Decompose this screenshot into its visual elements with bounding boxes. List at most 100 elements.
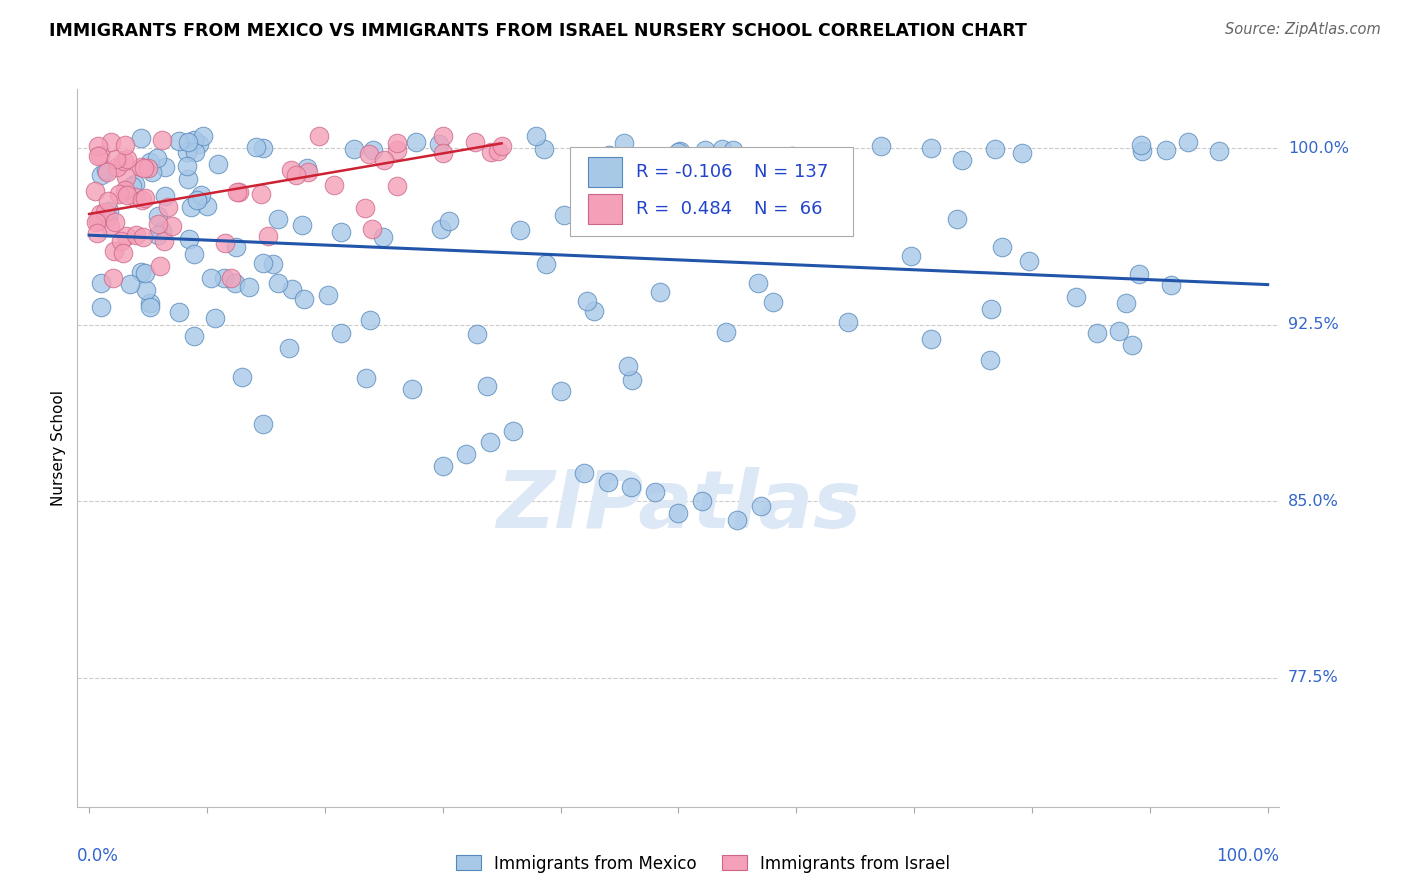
Point (114, 137, 136, 152)
Point (245, 139, 267, 153)
Point (725, 513, 748, 527)
Point (509, 223, 531, 237)
Point (146, 227, 169, 242)
Point (277, 341, 299, 355)
Point (1087, 326, 1109, 341)
Point (524, 129, 547, 144)
Text: N = 137: N = 137 (754, 162, 828, 181)
Point (131, 193, 153, 207)
Point (980, 302, 1002, 317)
Text: IMMIGRANTS FROM MEXICO VS IMMIGRANTS FROM ISRAEL NURSERY SCHOOL CORRELATION CHAR: IMMIGRANTS FROM MEXICO VS IMMIGRANTS FRO… (49, 22, 1028, 40)
Point (385, 143, 408, 157)
Point (257, 228, 280, 243)
Point (598, 148, 620, 162)
Point (136, 161, 159, 175)
Point (780, 148, 803, 162)
Point (129, 160, 152, 174)
Point (114, 183, 136, 197)
Point (115, 228, 138, 243)
Point (103, 244, 125, 258)
Point (387, 136, 409, 151)
Point (979, 352, 1001, 367)
Point (291, 218, 314, 232)
Point (464, 135, 486, 149)
Y-axis label: Nursery School: Nursery School (51, 390, 66, 507)
Point (149, 259, 172, 273)
Point (1018, 254, 1040, 268)
Point (316, 288, 339, 302)
Point (950, 153, 973, 167)
Point (1128, 268, 1150, 282)
Point (138, 296, 160, 310)
Point (405, 135, 427, 149)
Point (329, 225, 352, 239)
Point (1160, 278, 1182, 293)
Point (152, 234, 174, 248)
Point (456, 447, 478, 461)
Point (373, 229, 395, 244)
Point (139, 300, 162, 314)
Legend: Immigrants from Mexico, Immigrants from Israel: Immigrants from Mexico, Immigrants from … (449, 848, 957, 880)
Point (150, 133, 173, 147)
Point (343, 142, 366, 156)
Point (150, 224, 173, 238)
Point (432, 129, 454, 144)
Point (90, 168, 112, 182)
Point (617, 359, 640, 373)
Point (267, 276, 290, 290)
Point (90, 276, 112, 290)
Point (1115, 295, 1137, 310)
Point (86, 226, 108, 240)
Point (104, 214, 127, 228)
Point (323, 178, 346, 193)
Point (361, 143, 384, 157)
Point (89, 148, 111, 162)
Point (534, 257, 557, 271)
Point (478, 435, 501, 450)
Point (115, 188, 138, 202)
Point (184, 145, 207, 160)
Point (214, 235, 236, 250)
Point (212, 271, 235, 285)
Point (359, 147, 381, 161)
Point (134, 266, 156, 280)
Point (502, 424, 524, 438)
Point (153, 189, 176, 203)
Point (714, 326, 737, 340)
Point (90, 300, 112, 314)
Point (354, 201, 377, 215)
Point (920, 141, 942, 155)
Point (169, 134, 191, 148)
Point (252, 256, 274, 270)
Point (900, 249, 922, 263)
Point (224, 276, 246, 290)
Point (373, 153, 395, 167)
Point (100, 135, 122, 149)
Point (666, 145, 689, 160)
Text: 100.0%: 100.0% (1216, 847, 1279, 864)
Point (131, 265, 153, 279)
Point (1177, 136, 1199, 150)
Point (359, 313, 381, 327)
Text: 85.0%: 85.0% (1288, 493, 1339, 508)
Point (747, 276, 769, 290)
Point (87, 149, 110, 163)
Point (262, 257, 284, 271)
Point (129, 131, 152, 145)
Point (984, 142, 1007, 156)
Text: ZIPatlas: ZIPatlas (496, 467, 860, 545)
Point (105, 160, 128, 174)
Point (401, 382, 423, 396)
Point (295, 161, 318, 175)
Point (186, 193, 208, 207)
Point (427, 137, 450, 152)
Point (550, 384, 572, 398)
Point (465, 326, 488, 341)
Point (238, 280, 260, 294)
Point (135, 283, 157, 297)
Point (84, 215, 107, 229)
Point (204, 310, 226, 325)
Point (250, 186, 273, 201)
Point (112, 153, 135, 168)
Point (231, 369, 253, 384)
